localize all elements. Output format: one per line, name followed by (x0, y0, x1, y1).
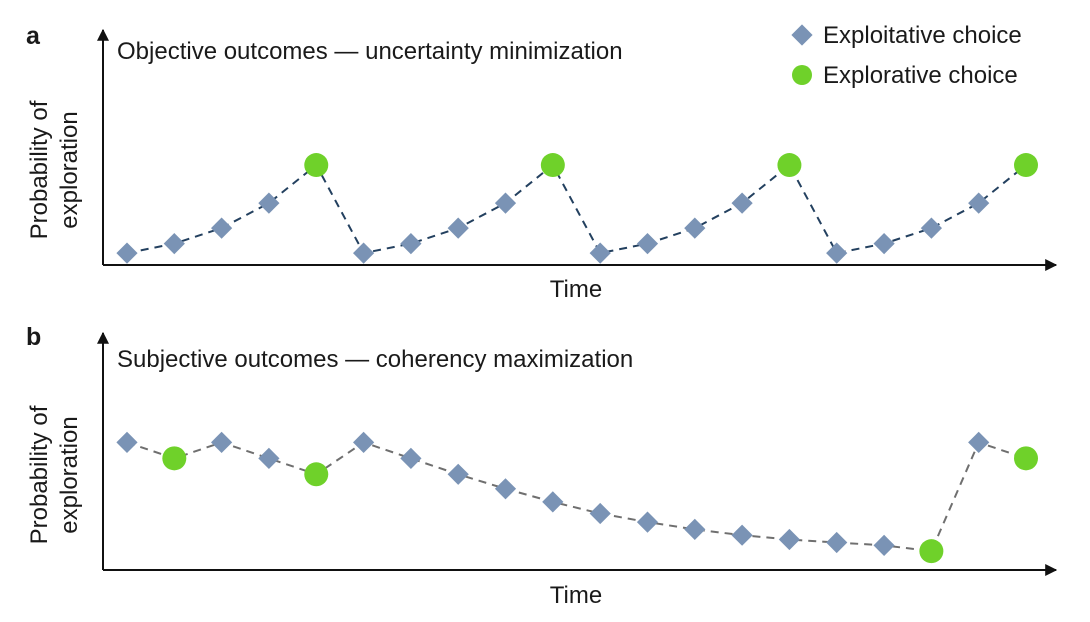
panel-b-exploitative-point-15 (778, 528, 801, 551)
legend-explorative-label: Explorative choice (823, 62, 1018, 89)
panel-a-exploitative-point-4 (258, 192, 280, 214)
panel-b-exploitative-point-14 (731, 524, 753, 546)
panel-b-exploitative-point-12 (636, 511, 659, 533)
panel-a-exploitative-point-17 (873, 232, 895, 255)
panel-a-exploitative-point-14 (731, 192, 753, 214)
panel-b-marks (116, 431, 1038, 564)
panel-a-exploitative-point-6 (352, 242, 375, 264)
panel-a-exploitative-point-9 (494, 192, 517, 214)
panel-b-y-label-line2: exploration (56, 416, 83, 533)
panel-b-y-label: Probability of exploration (26, 405, 83, 544)
panel-b-exploitative-point-7 (400, 447, 422, 470)
panel-b-exploitative-point-4 (258, 447, 280, 470)
panel-b-exploitative-point-13 (684, 518, 706, 541)
legend-explorative-circle-marker (792, 65, 812, 85)
panel-b-exploitative-point-16 (826, 531, 848, 554)
panel-a-exploitative-point-2 (163, 232, 185, 255)
panel-b-exploitative-point-10 (542, 491, 564, 513)
legend: Exploitative choice Explorative choice (791, 22, 1022, 89)
panel-a-exploitative-point-19 (968, 192, 990, 214)
panel-b-exploitative-point-9 (494, 478, 517, 500)
legend-exploitative-label: Exploitative choice (823, 22, 1022, 49)
panel-a-y-label: Probability of exploration (26, 100, 83, 239)
panel-a-explorative-point-10 (540, 153, 565, 178)
panel-a-exploitative-point-18 (920, 217, 943, 239)
panel-b-exploitative-point-19 (968, 431, 990, 454)
panel-a-exploitative-point-13 (684, 217, 706, 239)
panel-a-x-label: Time (550, 276, 602, 303)
panel-a-explorative-point-5 (304, 153, 329, 178)
panel-b-exploitative-point-1 (116, 431, 138, 454)
panel-a-exploitative-point-12 (636, 232, 659, 255)
panel-b-explorative-point-20 (1014, 446, 1038, 471)
panel-b-title: Subjective outcomes — coherency maximiza… (117, 346, 633, 373)
panel-a-exploitative-point-8 (447, 217, 469, 239)
panel-b-exploitative-point-3 (210, 431, 233, 454)
panel-a-explorative-point-15 (777, 153, 802, 178)
panel-a-exploitative-point-1 (116, 242, 138, 264)
panel-b-explorative-point-2 (162, 446, 187, 471)
panel-b-exploitative-point-6 (352, 431, 375, 454)
panel-b-y-label-line1: Probability of (26, 405, 53, 544)
panel-b-explorative-point-5 (304, 462, 329, 487)
panel-a-explorative-point-20 (1014, 153, 1038, 178)
legend-exploitative-diamond-marker (791, 24, 813, 46)
panel-b-x-label: Time (550, 582, 602, 609)
panel-a-exploitative-point-16 (826, 242, 848, 264)
panel-b-explorative-point-18 (919, 539, 944, 564)
panel-a-letter: a (26, 22, 41, 50)
panel-b-exploitative-point-8 (447, 463, 469, 485)
panel-b: b Subjective outcomes — coherency maximi… (26, 323, 1058, 609)
panel-b-exploitative-point-11 (589, 502, 611, 525)
panel-a-y-label-line2: exploration (56, 111, 83, 228)
panel-b-exploitative-point-17 (873, 534, 895, 557)
panel-a-exploitative-point-3 (210, 217, 233, 239)
panel-a-exploitative-point-11 (589, 242, 611, 264)
panel-a-marks (116, 153, 1038, 264)
panel-b-letter: b (26, 323, 41, 351)
panel-a-exploitative-point-7 (400, 232, 422, 255)
panel-a-title: Objective outcomes — uncertainty minimiz… (117, 38, 623, 65)
panel-a-series-line (126, 163, 1027, 255)
panel-a-y-label-line1: Probability of (26, 100, 53, 239)
